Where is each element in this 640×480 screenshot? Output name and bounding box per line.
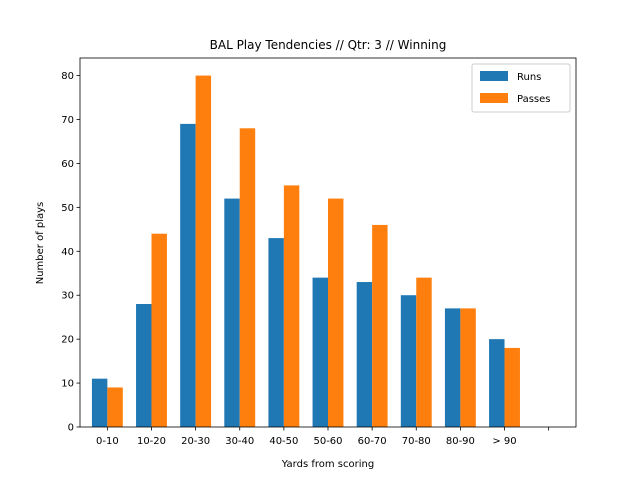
bar-runs-4 bbox=[268, 238, 284, 427]
x-tick-label-2: 20-30 bbox=[181, 436, 210, 447]
bar-passes-2 bbox=[195, 75, 212, 428]
bar-runs-0 bbox=[91, 378, 108, 427]
y-tick-label-4: 40 bbox=[61, 247, 74, 258]
legend-label-passes: Passes bbox=[517, 94, 551, 105]
x-axis-label: Yards from scoring bbox=[281, 459, 374, 470]
plot-area: 0-10 10-20 20-30 30-40 40-50 50-60 60-70 70-80 8… bbox=[61, 57, 577, 447]
bar-passes-6 bbox=[372, 224, 388, 427]
bar-runs-9 bbox=[489, 339, 505, 427]
bar-runs-5 bbox=[312, 277, 328, 427]
bar-passes-9 bbox=[504, 347, 520, 427]
y-tick-label-3: 30 bbox=[61, 291, 74, 302]
bar-runs-6 bbox=[356, 282, 373, 427]
bar-runs-8 bbox=[444, 308, 461, 427]
x-tick-label-6: 60-70 bbox=[358, 436, 387, 447]
bar-passes-5 bbox=[328, 198, 344, 427]
bar-runs-7 bbox=[400, 295, 417, 427]
x-tick-label-3: 30-40 bbox=[225, 436, 254, 447]
bar-passes-0 bbox=[107, 387, 123, 427]
bar-passes-4 bbox=[283, 185, 300, 427]
x-tick-label-1: 10-20 bbox=[137, 436, 166, 447]
legend-swatch-runs bbox=[480, 71, 508, 81]
x-tick-label-4: 40-50 bbox=[269, 436, 298, 447]
y-tick-label-5: 50 bbox=[61, 203, 74, 214]
legend-swatch-passes bbox=[480, 93, 508, 103]
x-tick-label-5: 50-60 bbox=[313, 436, 342, 447]
y-tick-label-2: 20 bbox=[61, 335, 74, 346]
bar-runs-3 bbox=[224, 198, 240, 427]
y-tick-label-7: 70 bbox=[61, 115, 74, 126]
x-tick-label-7: 70-80 bbox=[402, 436, 431, 447]
y-tick-label-1: 10 bbox=[61, 379, 74, 390]
chart-title: BAL Play Tendencies // Qtr: 3 // Winning bbox=[210, 38, 447, 52]
bar-passes-1 bbox=[151, 233, 167, 427]
x-tick-label-0: 0-10 bbox=[96, 436, 119, 447]
y-tick-label-0: 0 bbox=[68, 423, 74, 434]
x-tick-label-8: 80-90 bbox=[446, 436, 475, 447]
bar-runs-2 bbox=[180, 123, 196, 428]
x-tick-label-9: > 90 bbox=[492, 436, 516, 447]
legend: Runs Passes bbox=[471, 63, 571, 113]
bar-passes-7 bbox=[416, 277, 432, 427]
y-tick-label-6: 60 bbox=[61, 159, 74, 170]
y-axis-label: Number of plays bbox=[35, 202, 46, 285]
bar-passes-3 bbox=[239, 128, 256, 428]
bar-runs-1 bbox=[136, 304, 152, 427]
legend-label-runs: Runs bbox=[517, 72, 541, 83]
y-tick-label-8: 80 bbox=[61, 71, 74, 82]
bar-passes-8 bbox=[460, 308, 476, 427]
